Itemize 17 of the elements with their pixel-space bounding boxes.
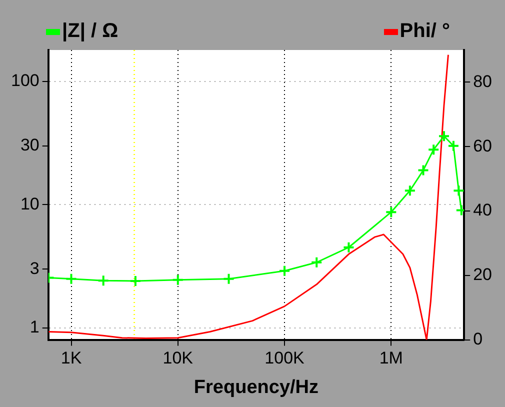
- legend-label: Phi/ °: [400, 20, 450, 43]
- x-tick-label: 1K: [60, 348, 82, 368]
- y-tick-label: 100: [10, 71, 40, 90]
- y2-tick-label: 60: [473, 136, 492, 156]
- y-tick-label: 30: [20, 136, 40, 155]
- y2-tick-label: 20: [473, 265, 492, 284]
- x-tick-label: 10K: [162, 348, 194, 368]
- x-tick-label: 100K: [264, 348, 306, 368]
- y2-tick-label: 0: [473, 329, 483, 348]
- y2-tick-label: 40: [473, 200, 492, 220]
- x-axis-title: Frequency/Hz: [194, 376, 319, 398]
- x-tick-label: 1M: [379, 348, 403, 368]
- y2-tick-label: 80: [473, 72, 492, 91]
- y-tick-label: 10: [20, 194, 40, 214]
- y-tick-label: 1: [30, 318, 40, 337]
- legend-label: |Z| / Ω: [62, 20, 118, 43]
- y-tick-label: 3: [30, 258, 40, 278]
